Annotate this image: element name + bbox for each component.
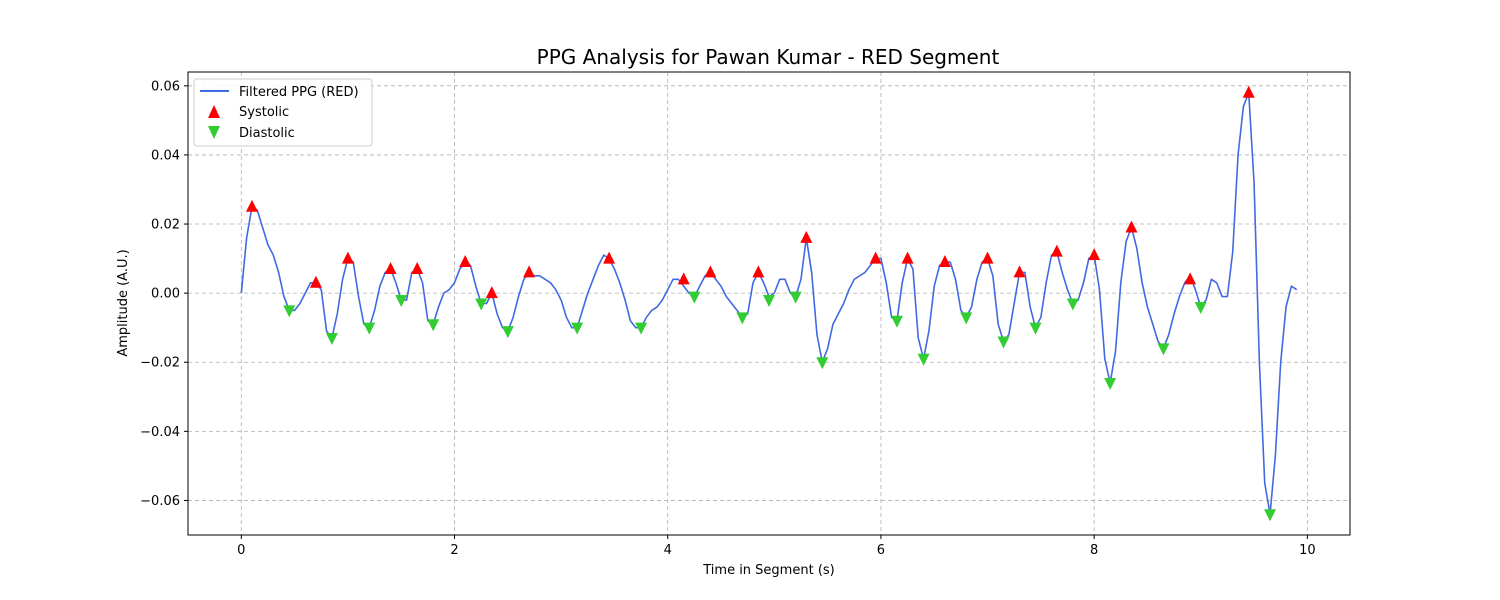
y-tick-label: 0.02 [151, 218, 180, 233]
systolic-point [1125, 220, 1138, 233]
legend: Filtered PPG (RED) Systolic Diastolic [193, 78, 373, 147]
legend-label-diastolic: Diastolic [239, 126, 295, 141]
systolic-point [869, 251, 882, 264]
x-axis-label: Time in Segment (s) [702, 563, 834, 578]
diastolic-point [789, 291, 802, 304]
systolic-point [677, 272, 690, 285]
diastolic-point [1157, 343, 1170, 356]
systolic-point [1013, 265, 1026, 278]
diastolic-point [283, 305, 296, 318]
systolic-point [901, 251, 914, 264]
legend-systolic-marker [208, 105, 220, 118]
diastolic-point [736, 312, 749, 325]
diastolic-point [688, 291, 701, 304]
x-tick-label: 4 [664, 543, 672, 558]
x-axis: 0 2 4 6 8 10 [237, 535, 1316, 558]
diastolic-point [1066, 298, 1079, 311]
legend-diastolic-marker [208, 126, 220, 139]
diastolic-point [890, 315, 903, 328]
systolic-point [752, 265, 765, 278]
systolic-point [704, 265, 717, 278]
x-tick-label: 2 [450, 543, 458, 558]
systolic-point [1242, 85, 1255, 98]
systolic-point [1050, 244, 1063, 257]
diastolic-point [427, 319, 440, 332]
diastolic-point [571, 322, 584, 335]
systolic-point [523, 265, 536, 278]
systolic-point [800, 230, 813, 243]
legend-label-systolic: Systolic [239, 105, 289, 120]
plot-frame [187, 71, 1351, 536]
diastolic-point [475, 298, 488, 311]
systolic-point [341, 251, 354, 264]
systolic-point [309, 275, 322, 288]
diastolic-point [325, 333, 338, 346]
y-tick-label: −0.04 [140, 425, 180, 440]
x-tick-label: 6 [877, 543, 885, 558]
y-axis-label: Amplitude (A.U.) [116, 249, 131, 356]
grid [188, 72, 1350, 535]
systolic-point [603, 251, 616, 264]
systolic-point [981, 251, 994, 264]
legend-label-filtered: Filtered PPG (RED) [239, 85, 359, 100]
diastolic-point [917, 353, 930, 366]
diastolic-point [1029, 322, 1042, 335]
systolic-point [1184, 272, 1197, 285]
plot-area [240, 85, 1298, 522]
y-tick-label: 0.04 [151, 148, 180, 163]
diastolic-point [635, 322, 648, 335]
systolic-point [411, 261, 424, 274]
systolic-point [1088, 248, 1101, 261]
legend-box [193, 78, 373, 147]
diastolic-point [763, 295, 775, 308]
x-tick-label: 0 [237, 543, 245, 558]
systolic-point [459, 255, 472, 268]
diastolic-point [1104, 377, 1117, 390]
diastolic-point [997, 336, 1010, 349]
x-tick-label: 8 [1090, 543, 1098, 558]
diastolic-point [960, 312, 973, 325]
y-tick-label: −0.02 [140, 356, 180, 371]
systolic-point [384, 261, 397, 274]
diastolic-point [816, 357, 829, 370]
x-tick-label: 10 [1299, 543, 1316, 558]
diastolic-point [501, 326, 514, 339]
systolic-point [485, 286, 498, 299]
y-tick-label: 0.06 [151, 79, 180, 94]
diastolic-point [363, 322, 376, 335]
systolic-point [245, 199, 258, 212]
y-tick-label: −0.06 [140, 494, 180, 509]
y-axis: −0.06 −0.04 −0.02 0.00 0.02 0.04 0.06 [140, 79, 188, 509]
y-tick-label: 0.00 [151, 287, 180, 302]
diastolic-point [1194, 301, 1207, 314]
diastolic-point [395, 295, 408, 308]
diastolic-point [1264, 509, 1277, 522]
systolic-point [938, 255, 951, 268]
chart-title: PPG Analysis for Pawan Kumar - RED Segme… [537, 45, 1000, 69]
